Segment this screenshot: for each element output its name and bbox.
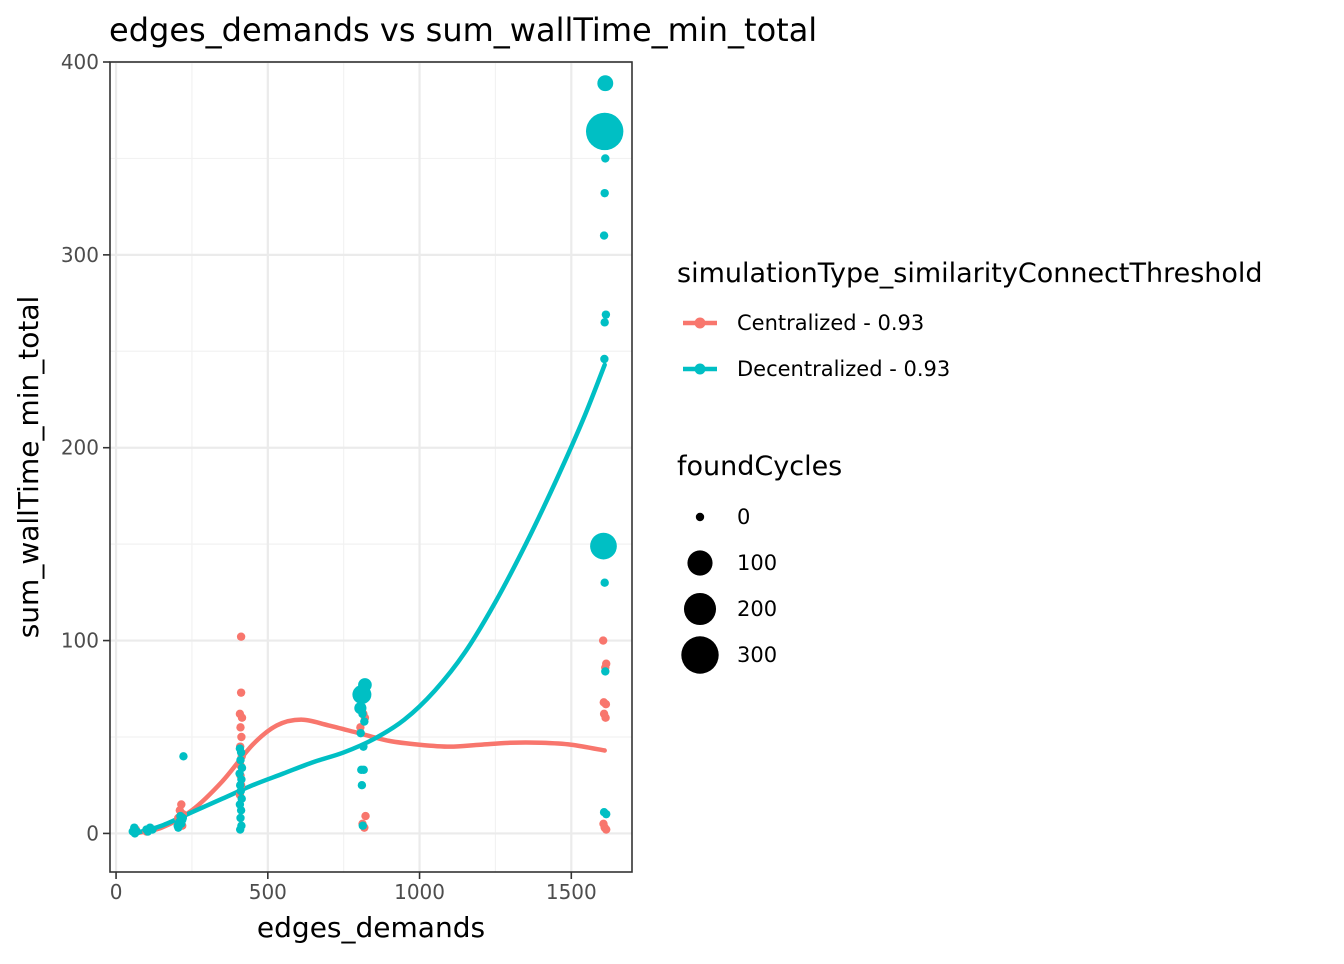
data-point [601, 713, 610, 722]
data-point [236, 723, 245, 732]
x-tick-label: 1500 [546, 880, 597, 904]
size-legend-title: foundCycles [677, 451, 842, 482]
y-tick-label: 100 [61, 629, 99, 653]
data-point [236, 813, 245, 823]
major-grid [110, 60, 632, 872]
data-point [600, 318, 609, 327]
y-tick-label: 400 [61, 50, 99, 74]
plot-border [109, 61, 633, 873]
x-tick-label: 0 [110, 880, 123, 904]
legend-size-label: 200 [737, 597, 777, 621]
data-point [237, 732, 246, 742]
data-point [173, 821, 182, 830]
data-point [602, 809, 611, 819]
legend-size-label: 100 [737, 551, 777, 575]
y-axis-label: sum_wallTime_min_total [12, 296, 45, 639]
x-tick-label: 1000 [394, 880, 445, 904]
data-point [360, 717, 369, 726]
data-point [177, 800, 186, 809]
data-point [236, 632, 246, 641]
data-point [601, 700, 611, 709]
x-axis: 0 500 1000 1500 [110, 872, 597, 904]
chart-title: edges_demands vs sum_wallTime_min_total [109, 11, 817, 49]
minor-grid [110, 62, 632, 872]
data-point [178, 815, 187, 825]
color-legend-title: simulationType_similarityConnectThreshol… [677, 258, 1263, 289]
size-legend: foundCycles 0 100 200 300 [677, 451, 842, 674]
x-axis-label: edges_demands [257, 911, 485, 944]
data-point [590, 532, 617, 560]
data-point [599, 231, 609, 240]
y-tick-label: 300 [61, 243, 99, 267]
data-point [600, 354, 609, 364]
legend-size-label: 300 [737, 643, 777, 667]
data-point [358, 709, 367, 719]
data-point [236, 688, 246, 697]
data-point [601, 310, 611, 319]
plot-background [110, 62, 632, 872]
data-point [237, 713, 247, 722]
data-point [601, 667, 610, 676]
data-point [361, 811, 370, 821]
legend-point-swatch [694, 317, 706, 329]
data-point [236, 786, 246, 796]
data-point [600, 188, 609, 198]
legend-entry-label: Decentralized - 0.93 [737, 357, 950, 381]
data-point [358, 821, 368, 830]
data-point [358, 678, 372, 692]
legend-size-label: 0 [737, 505, 750, 529]
data-point [179, 752, 188, 761]
smooth-line-decentralized-0-93 [132, 362, 607, 836]
data-point [598, 636, 608, 645]
legend-point-swatch [694, 363, 706, 375]
data-point [359, 742, 368, 751]
y-tick-label: 0 [86, 821, 99, 845]
data-point [601, 154, 610, 163]
data-point [132, 827, 141, 836]
legend-size-swatch [683, 592, 717, 626]
data-point [236, 755, 245, 765]
legend-size-swatch [687, 550, 713, 576]
data-point [236, 748, 246, 757]
y-axis: 0 100 200 300 400 [61, 50, 110, 845]
legend-size-swatch [695, 512, 705, 522]
data-point [148, 825, 157, 834]
x-tick-label: 500 [249, 880, 287, 904]
data-point [600, 578, 609, 587]
legend-size-swatch [681, 636, 719, 674]
data-points [128, 75, 624, 838]
legend-entry-label: Centralized - 0.93 [737, 311, 924, 335]
data-point [236, 806, 246, 815]
data-point [585, 112, 624, 151]
data-point [602, 825, 611, 834]
data-point [235, 825, 245, 834]
data-point [356, 728, 365, 738]
data-point [359, 765, 368, 774]
data-point [357, 781, 367, 790]
color-legend: simulationType_similarityConnectThreshol… [677, 258, 1263, 381]
y-tick-label: 200 [61, 436, 99, 460]
data-point [597, 75, 614, 92]
